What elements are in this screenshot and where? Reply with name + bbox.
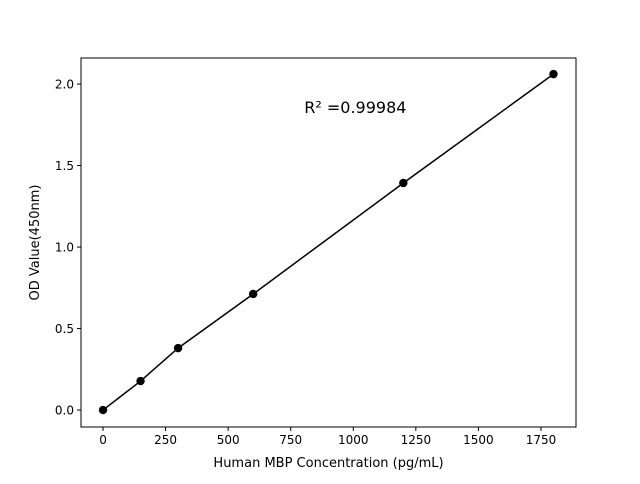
plot-frame — [80, 57, 577, 428]
y-axis-label: OD Value(450nm) — [28, 185, 43, 301]
x-tick-label: 1750 — [526, 433, 557, 447]
y-tick-label: 0.0 — [55, 404, 74, 418]
data-point — [399, 178, 408, 188]
r-squared-annotation: R² =0.99984 — [304, 98, 406, 117]
x-tick-label: 750 — [279, 433, 302, 447]
x-tick-label: 0 — [99, 433, 107, 447]
y-tick-label: 0.5 — [55, 322, 74, 336]
x-tick-label: 1000 — [338, 433, 369, 447]
x-tick-label: 250 — [154, 433, 177, 447]
x-tick-label: 1500 — [463, 433, 494, 447]
x-tick-label: 500 — [217, 433, 240, 447]
y-tick-label: 1.5 — [55, 159, 74, 173]
x-tick-label: 1250 — [401, 433, 432, 447]
y-tick-label: 2.0 — [55, 78, 74, 92]
data-point — [173, 343, 183, 353]
series-line — [102, 73, 554, 411]
data-point — [98, 405, 108, 415]
data-point — [136, 376, 145, 386]
y-tick-label: 1.0 — [55, 241, 74, 255]
data-point — [549, 69, 558, 79]
x-axis-label: Human MBP Concentration (pg/mL) — [213, 456, 443, 471]
data-point — [248, 289, 258, 299]
